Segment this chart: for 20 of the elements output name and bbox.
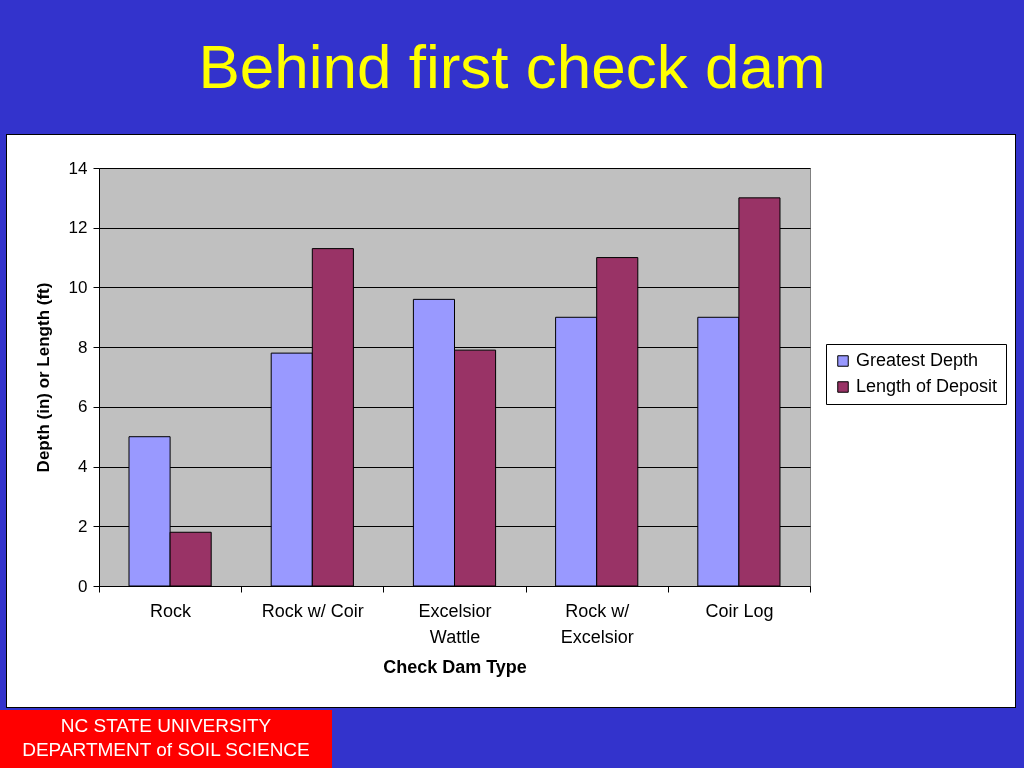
y-tick-label: 12: [68, 218, 88, 238]
x-tick-label: Rock w/ Excelsior: [560, 600, 634, 647]
y-tick-label: 4: [78, 457, 88, 477]
y-tick-label: 14: [68, 158, 88, 178]
x-tick-label: Rock w/ Coir: [261, 600, 364, 621]
y-tick-label: 2: [78, 516, 88, 536]
y-tick-label: 0: [78, 576, 88, 596]
x-axis-title: Check Dam Type: [383, 656, 527, 677]
y-axis-title: Depth (in) or Length (ft): [33, 282, 53, 473]
text: NC STATE UNIVERSITY: [59, 714, 273, 738]
legend-label: Greatest Depth: [856, 350, 979, 370]
x-tick-label: Excelsior Wattle: [418, 600, 492, 647]
y-tick-label: 6: [78, 397, 88, 417]
y-tick-label: 10: [68, 277, 88, 297]
x-tick-label: Coir Log: [705, 600, 774, 621]
text: DEPARTMENT of SOIL SCIENCE: [21, 738, 311, 762]
x-tick-label: Rock: [150, 600, 193, 621]
chart-title: Behind first check dam: [198, 32, 826, 101]
legend-label: Length of Deposit: [856, 376, 998, 396]
y-tick-label: 8: [78, 337, 88, 357]
